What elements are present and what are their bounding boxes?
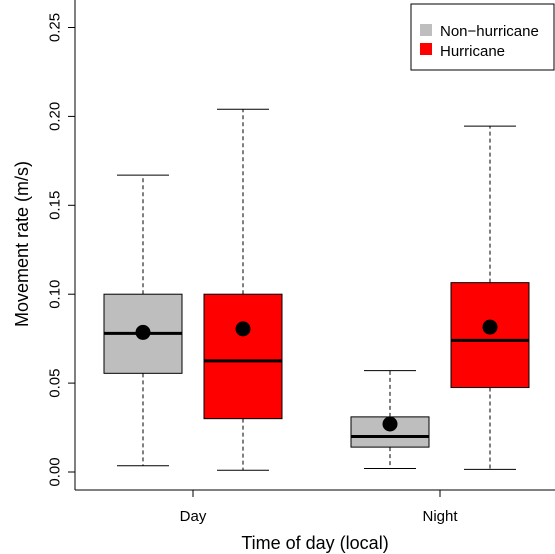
legend-label-non-hurricane: Non−hurricane (440, 23, 539, 40)
x-axis: Day Night Time of day (local) (75, 489, 555, 553)
y-tick-label: 0.20 (47, 102, 64, 131)
x-tick-label-night: Night (422, 508, 458, 525)
y-tick-label: 0.05 (47, 368, 64, 397)
mean-point (135, 324, 151, 340)
y-tick-label: 0.25 (47, 13, 64, 42)
mean-point (235, 321, 251, 337)
box-hurricane-day (203, 108, 283, 471)
mean-point (382, 416, 398, 432)
y-axis-title: Movement rate (m/s) (12, 161, 32, 327)
x-axis-title: Time of day (local) (241, 533, 388, 553)
legend-swatch-non-hurricane (420, 24, 432, 36)
mean-point (482, 319, 498, 335)
legend-frame (410, 3, 555, 71)
legend-swatch-hurricane (420, 43, 432, 55)
box-hurricane-night (450, 125, 530, 470)
iqr-box (203, 293, 283, 420)
y-axis: 0.00 0.05 0.10 0.15 0.20 0.25 Movement rate (… (12, 0, 76, 490)
plot-area (103, 108, 530, 471)
box-non-hurricane-day (103, 174, 183, 467)
box-non-hurricane-night (350, 370, 430, 469)
y-tick-label: 0.10 (47, 280, 64, 309)
y-tick-label: 0.00 (47, 457, 64, 486)
x-tick-label-day: Day (180, 508, 207, 525)
iqr-box (450, 282, 530, 389)
y-tick-label: 0.15 (47, 191, 64, 220)
legend-label-hurricane: Hurricane (440, 43, 505, 60)
legend: Non−hurricane Hurricane (410, 3, 555, 71)
y-ticks: 0.00 0.05 0.10 0.15 0.20 0.25 (47, 13, 75, 487)
